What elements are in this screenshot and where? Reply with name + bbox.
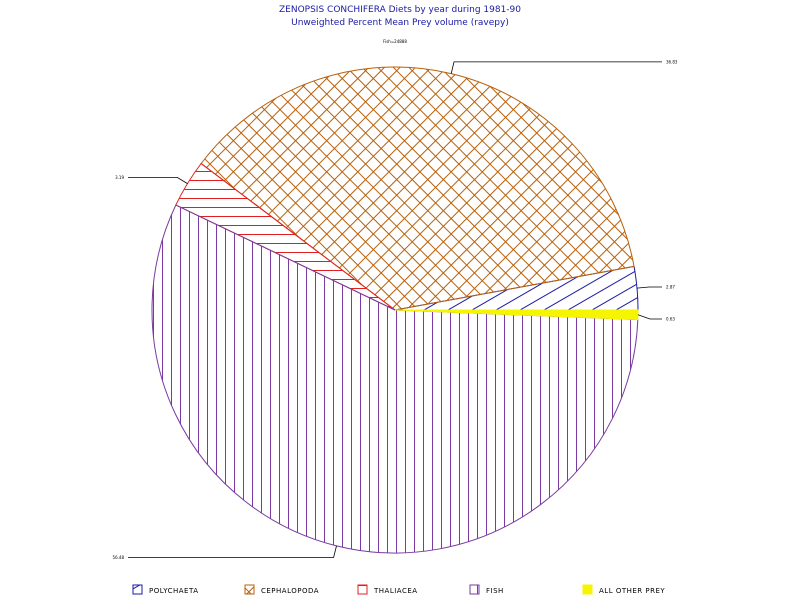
legend-item-polychaeta: POLYCHAETA [132, 584, 198, 595]
legend-label-all-other-prey: ALL OTHER PREY [599, 587, 665, 595]
callout-line-polychaeta [636, 286, 662, 289]
legend-swatch-cephalopoda [244, 584, 255, 595]
chart-title: ZENOPSIS CONCHIFERA Diets by year during… [279, 5, 521, 15]
legend-swatch-all-other-prey [582, 584, 593, 595]
legend: POLYCHAETA CEPHALOPODA THALIACEA FISH ALL OT… [132, 584, 665, 595]
value-label-fish: 56.48 [113, 555, 125, 560]
callout-line-fish [128, 545, 337, 558]
legend-item-thaliacea: THALIACEA [357, 584, 418, 595]
pie-slice-all-other-prey [394, 309, 639, 321]
legend-label-thaliacea: THALIACEA [373, 587, 418, 595]
callout-line-all-other-prey [637, 314, 662, 320]
legend-swatch-fish [469, 584, 480, 595]
legend-swatch-thaliacea [357, 584, 368, 595]
legend-item-cephalopoda: CEPHALOPODA [244, 584, 319, 595]
value-label-thaliacea: 3.19 [115, 175, 124, 180]
callout-line-thaliacea [128, 176, 188, 184]
pie-slices [151, 66, 639, 554]
legend-swatch-polychaeta [132, 584, 143, 595]
pie-callouts: 2.87 36.83 3.19 56.48 0.63 [113, 59, 678, 560]
legend-item-all-other-prey: ALL OTHER PREY [582, 584, 665, 595]
chart-subtitle: Unweighted Percent Mean Prey volume (rav… [291, 18, 509, 28]
callout-line-cephalopoda [450, 61, 662, 74]
legend-label-cephalopoda: CEPHALOPODA [261, 587, 319, 595]
value-label-cephalopoda: 36.83 [666, 59, 678, 64]
pie-slice-fish [151, 204, 639, 554]
value-label-polychaeta: 2.87 [666, 285, 675, 290]
value-label-all-other-prey: 0.63 [666, 317, 675, 322]
legend-item-fish: FISH [469, 584, 504, 595]
legend-label-fish: FISH [486, 587, 504, 595]
sample-label: Fish=24888 [383, 39, 407, 44]
legend-label-polychaeta: POLYCHAETA [149, 587, 198, 595]
